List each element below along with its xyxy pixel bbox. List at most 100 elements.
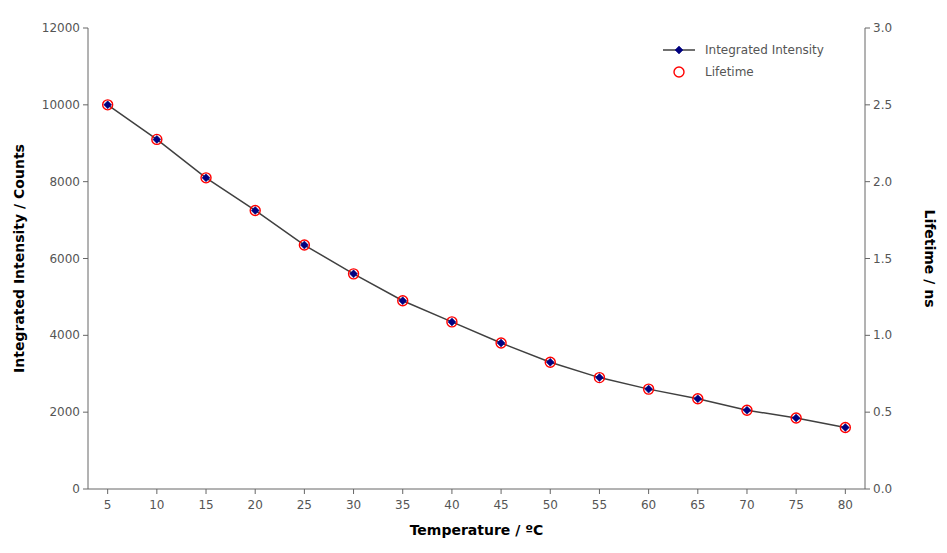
- x-tick: [304, 489, 305, 494]
- point: [496, 338, 506, 348]
- y2-tick: [865, 412, 870, 413]
- chart: 5101520253035404550556065707580020004000…: [0, 0, 947, 553]
- point: [153, 135, 161, 143]
- x-tick-label: 5: [104, 498, 112, 512]
- y2-tick: [865, 181, 870, 182]
- series-line: [108, 105, 846, 428]
- y2-tick-label: 2.0: [873, 175, 892, 189]
- point: [202, 174, 210, 182]
- y-tick: [83, 181, 88, 182]
- point: [840, 423, 850, 433]
- legend-swatch: [674, 67, 684, 77]
- y-tick-label: 4000: [49, 328, 80, 342]
- y-tick: [83, 104, 88, 105]
- point: [399, 297, 407, 305]
- point: [545, 357, 555, 367]
- x-tick: [206, 489, 207, 494]
- point: [792, 414, 800, 422]
- background: [0, 0, 947, 553]
- point: [250, 205, 260, 215]
- point: [350, 270, 358, 278]
- point: [299, 240, 309, 250]
- y-tick-label: 2000: [49, 405, 80, 419]
- x-tick-label: 30: [346, 498, 361, 512]
- point: [398, 296, 408, 306]
- y2-tick-label: 1.5: [873, 252, 892, 266]
- x-tick: [550, 489, 551, 494]
- x-tick-label: 20: [248, 498, 263, 512]
- x-tick-label: 40: [444, 498, 459, 512]
- y-tick: [83, 258, 88, 259]
- point: [742, 405, 752, 415]
- y2-tick: [865, 258, 870, 259]
- y2-tick: [865, 335, 870, 336]
- point: [349, 269, 359, 279]
- y-tick: [83, 489, 88, 490]
- x-axis-label: Temperature / ºC: [410, 522, 544, 538]
- x-tick-label: 25: [297, 498, 312, 512]
- x-tick: [402, 489, 403, 494]
- point: [791, 413, 801, 423]
- point: [201, 173, 211, 183]
- point: [497, 339, 505, 347]
- x-tick-label: 75: [789, 498, 804, 512]
- y-tick: [83, 28, 88, 29]
- x-tick-label: 70: [739, 498, 754, 512]
- point: [644, 384, 654, 394]
- point: [595, 374, 603, 382]
- x-tick: [845, 489, 846, 494]
- x-tick-label: 15: [198, 498, 213, 512]
- y2-axis-label: Lifetime / ns: [922, 209, 938, 307]
- point: [152, 134, 162, 144]
- y2-tick-label: 2.5: [873, 98, 892, 112]
- point: [448, 318, 456, 326]
- x-tick: [156, 489, 157, 494]
- x-tick: [746, 489, 747, 494]
- point: [594, 373, 604, 383]
- legend-label: Lifetime: [705, 65, 754, 79]
- x-tick-label: 55: [592, 498, 607, 512]
- x-tick-label: 50: [543, 498, 558, 512]
- point: [300, 241, 308, 249]
- y2-tick: [865, 28, 870, 29]
- point: [743, 406, 751, 414]
- x-tick: [353, 489, 354, 494]
- y-tick-label: 10000: [42, 98, 80, 112]
- series: [103, 100, 851, 433]
- x-tick: [107, 489, 108, 494]
- y-tick: [83, 335, 88, 336]
- x-axis-line: [88, 489, 865, 490]
- y2-tick: [865, 489, 870, 490]
- y-tick-label: 12000: [42, 21, 80, 35]
- y-tick-label: 0: [72, 482, 80, 496]
- y2-tick-label: 0.5: [873, 405, 892, 419]
- x-tick-label: 60: [641, 498, 656, 512]
- y-tick-label: 8000: [49, 175, 80, 189]
- x-tick: [599, 489, 600, 494]
- y2-tick: [865, 104, 870, 105]
- point: [694, 395, 702, 403]
- x-tick: [648, 489, 649, 494]
- point: [841, 424, 849, 432]
- y-tick: [83, 412, 88, 413]
- point: [546, 358, 554, 366]
- point: [693, 394, 703, 404]
- point: [645, 385, 653, 393]
- x-tick: [697, 489, 698, 494]
- y2-tick-label: 0.0: [873, 482, 892, 496]
- x-tick-label: 10: [149, 498, 164, 512]
- point: [447, 317, 457, 327]
- series: [104, 101, 850, 432]
- legend-swatch: [675, 46, 683, 54]
- legend-label: Integrated Intensity: [705, 43, 824, 57]
- x-tick-label: 80: [838, 498, 853, 512]
- y-axis-label: Integrated Intensity / Counts: [11, 144, 27, 373]
- point: [104, 101, 112, 109]
- x-tick: [796, 489, 797, 494]
- x-tick-label: 65: [690, 498, 705, 512]
- point: [251, 206, 259, 214]
- x-tick-label: 35: [395, 498, 410, 512]
- x-tick: [255, 489, 256, 494]
- axes: 5101520253035404550556065707580020004000…: [42, 21, 892, 512]
- x-tick: [501, 489, 502, 494]
